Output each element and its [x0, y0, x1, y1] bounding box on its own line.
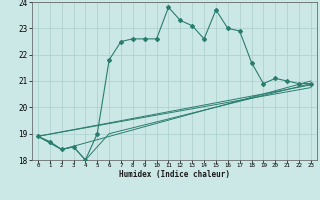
X-axis label: Humidex (Indice chaleur): Humidex (Indice chaleur) [119, 170, 230, 179]
